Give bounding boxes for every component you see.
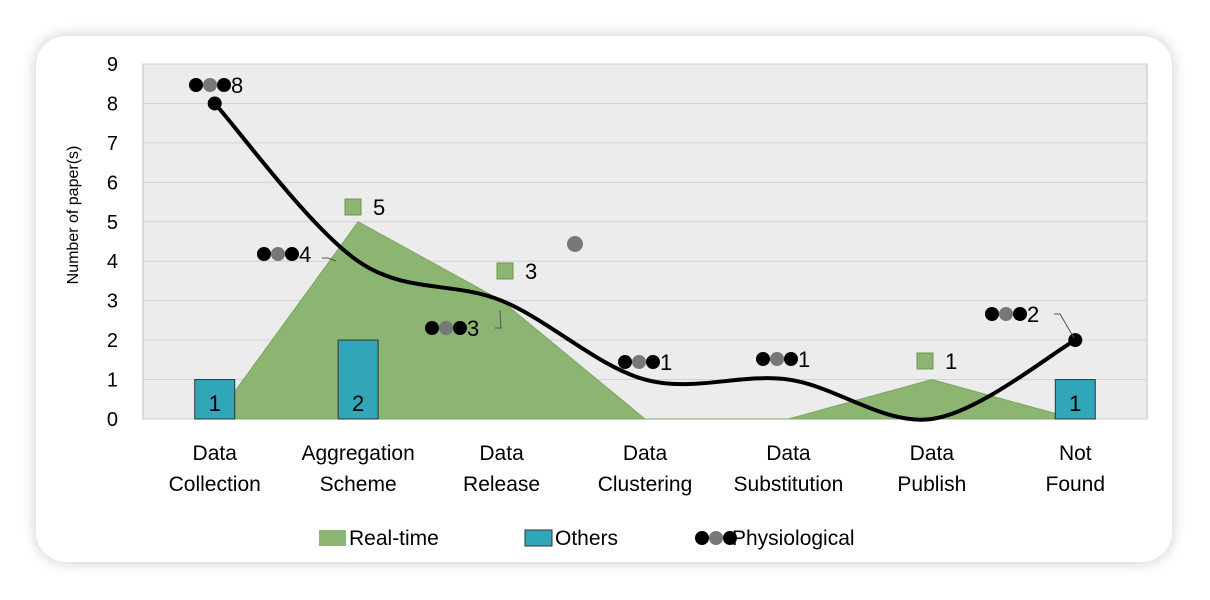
y-tick-label: 4 — [107, 251, 118, 273]
physiological-point — [207, 96, 222, 111]
physiological-data-label: 1 — [798, 347, 810, 372]
physiological-data-label: 8 — [231, 73, 243, 98]
physiological-legend-dot — [723, 531, 737, 545]
y-tick-label: 0 — [107, 409, 118, 431]
physiological-data-label: 3 — [467, 316, 479, 341]
x-category-label: Release — [463, 473, 540, 496]
x-category-label: Collection — [169, 473, 261, 496]
y-tick-label: 5 — [107, 212, 118, 234]
physiological-legend-dot — [439, 321, 453, 335]
x-category-label: Clustering — [598, 473, 693, 496]
physiological-legend-dot — [985, 307, 999, 321]
others-bar — [1054, 379, 1096, 420]
physiological-legend-dot — [217, 78, 231, 92]
physiological-legend-dot — [784, 352, 798, 366]
physiological-data-marker — [985, 307, 1027, 321]
real-time-area — [213, 221, 1076, 420]
legend-swatch-real-time — [319, 530, 346, 546]
label-leader-line — [322, 257, 337, 262]
physiological-legend-dot — [632, 355, 646, 369]
y-tick-label: 9 — [107, 54, 118, 76]
physiological-data-marker — [425, 321, 467, 335]
physiological-legend-dot — [271, 247, 285, 261]
physiological-data-label: 1 — [660, 350, 672, 375]
physiological-legend-dot — [285, 247, 299, 261]
real-time-data-marker — [496, 262, 514, 280]
label-leader-line — [495, 309, 502, 329]
x-category-label: Data — [479, 442, 524, 465]
legend-label-real-time: Real-time — [349, 527, 439, 550]
physiological-data-marker — [257, 247, 299, 261]
y-tick-label: 6 — [107, 172, 118, 194]
x-category-label: Publish — [897, 473, 966, 496]
real-time-data-marker — [344, 198, 362, 216]
physiological-legend-dot — [203, 78, 217, 92]
physiological-legend-dot — [646, 355, 660, 369]
physiological-legend-dot — [756, 352, 770, 366]
real-time-data-marker — [916, 352, 934, 370]
label-leader-line — [1054, 313, 1075, 339]
x-category-label: Aggregation — [302, 442, 415, 465]
physiological-data-label: 2 — [1027, 302, 1039, 327]
x-category-label: Data — [910, 442, 955, 465]
physiological-point — [1068, 333, 1083, 348]
physiological-legend-dot — [425, 321, 439, 335]
physiological-data-marker — [189, 78, 231, 92]
x-category-label: Scheme — [320, 473, 397, 496]
y-tick-label: 7 — [107, 133, 118, 155]
real-time-data-label: 1 — [945, 349, 957, 374]
x-category-label: Not — [1059, 442, 1092, 465]
physiological-legend-dot — [695, 531, 709, 545]
others-bar — [337, 339, 379, 420]
others-data-label: 1 — [1069, 391, 1081, 416]
x-category-label: Data — [766, 442, 811, 465]
physiological-stray-marker — [567, 236, 583, 252]
physiological-data-marker — [756, 352, 798, 366]
x-category-label: Substitution — [734, 473, 844, 496]
y-tick-label: 1 — [107, 370, 118, 392]
y-tick-label: 3 — [107, 291, 118, 313]
physiological-legend-dot — [257, 247, 271, 261]
others-data-label: 1 — [209, 391, 221, 416]
physiological-legend-dot — [453, 321, 467, 335]
x-category-label: Found — [1046, 473, 1106, 496]
y-tick-label: 2 — [107, 330, 118, 352]
real-time-data-label: 5 — [373, 195, 385, 220]
physiological-legend-dot — [618, 355, 632, 369]
physiological-legend-dot — [1013, 307, 1027, 321]
physiological-legend-dot — [709, 531, 723, 545]
physiological-legend-dot — [770, 352, 784, 366]
x-category-label: Data — [623, 442, 668, 465]
physiological-data-marker — [618, 355, 660, 369]
legend-label-others: Others — [555, 527, 618, 550]
legend-label-physiological: Physiological — [732, 527, 855, 550]
others-data-label: 2 — [352, 391, 364, 416]
x-category-label: Data — [193, 442, 238, 465]
legend-swatch-physiological — [695, 531, 737, 545]
physiological-legend-dot — [999, 307, 1013, 321]
physiological-line — [213, 102, 1077, 422]
physiological-legend-dot — [189, 78, 203, 92]
y-axis-label: Number of paper(s) — [65, 146, 82, 285]
others-bar — [194, 379, 236, 420]
physiological-data-label: 4 — [299, 242, 311, 267]
legend-swatch-others — [524, 529, 553, 547]
real-time-data-label: 3 — [525, 259, 537, 284]
y-tick-label: 8 — [107, 93, 118, 115]
